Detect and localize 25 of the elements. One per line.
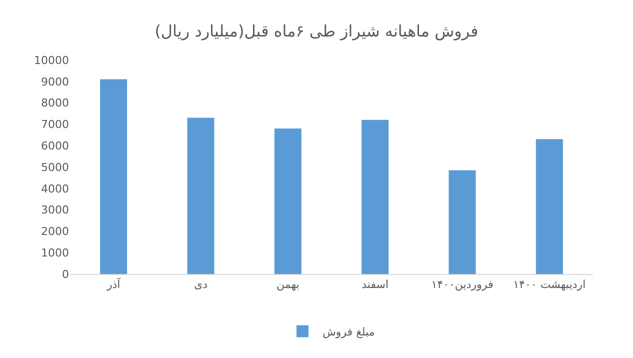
y-tick-label: 0	[62, 268, 69, 281]
bar	[448, 170, 476, 274]
y-tick-label: 3000	[41, 204, 69, 217]
y-tick-label: 2000	[41, 225, 69, 238]
y-tick-label: 8000	[41, 96, 69, 110]
x-tick-label: اسفند	[362, 278, 389, 292]
bar	[536, 139, 563, 274]
y-tick-label: 9000	[41, 75, 69, 88]
legend-label: مبلغ فروش	[322, 326, 375, 339]
y-tick-label: 10000	[34, 54, 69, 67]
bar	[187, 118, 214, 274]
x-tick-label: فروردین۱۴۰۰	[431, 278, 494, 292]
chart-title: فروش ماهیانه شیراز طی ۶ماه قبل(میلیارد ریال)	[154, 21, 478, 40]
bar	[362, 120, 389, 274]
y-tick-label: 6000	[41, 139, 69, 152]
y-tick-label: 1000	[41, 246, 69, 260]
bar	[100, 79, 128, 274]
x-tick-label: آذر	[106, 277, 122, 292]
y-tick-label: 5000	[41, 160, 69, 174]
x-tick-label: دی	[194, 278, 208, 292]
x-tick-label: اردیبهشت ۱۴۰۰	[513, 278, 586, 292]
y-tick-label: 4000	[41, 182, 69, 196]
y-tick-label: 7000	[41, 118, 69, 132]
bar	[274, 128, 302, 274]
x-tick-label: بهمن	[276, 278, 300, 292]
